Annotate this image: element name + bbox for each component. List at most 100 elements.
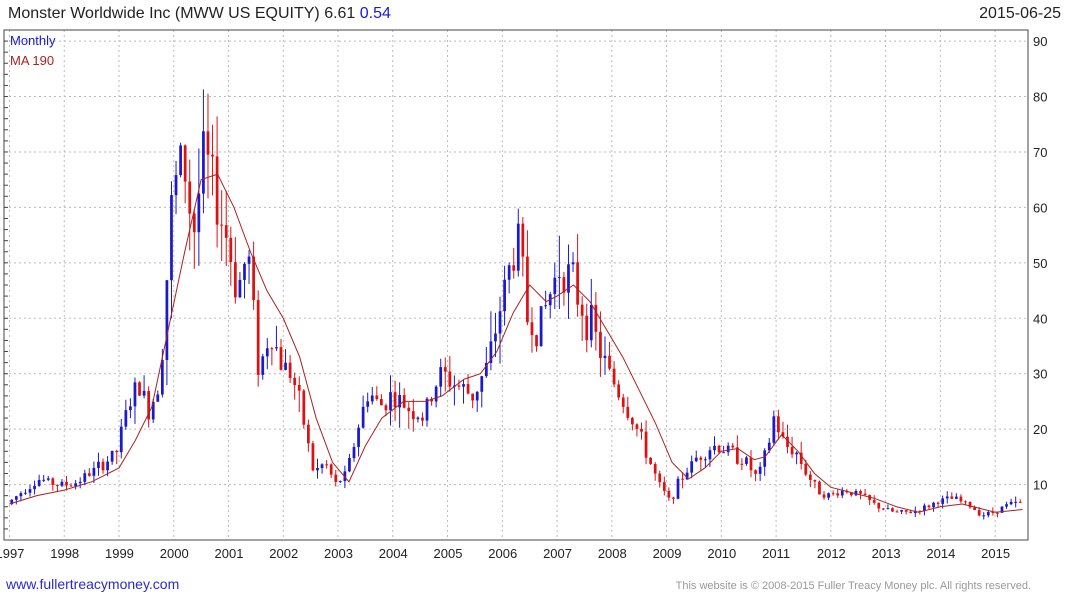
candle-body-179 [827,493,830,498]
candle-body-187 [863,493,867,495]
candle-body-46 [220,224,224,226]
site-link[interactable]: www.fullertreacymoney.com [6,576,180,592]
candle-body-197 [909,511,913,514]
candle-body-182 [840,490,844,496]
candle-body-186 [859,490,862,494]
candle-body-42 [202,131,205,194]
candle-body-160 [740,463,744,465]
candle-body-110 [512,265,516,271]
candle-body-100 [466,384,470,394]
candle-body-80 [375,395,379,400]
candle-body-213 [982,515,986,517]
candle-body-89 [416,417,420,420]
candle-body-217 [1000,506,1004,513]
x-tick-label-2005: 2005 [434,546,463,561]
y-tick-label-60: 60 [1033,200,1047,215]
candle-body-191 [881,508,885,510]
candle-body-195 [900,510,903,512]
y-tick-label-30: 30 [1033,367,1047,382]
candle-body-87 [407,407,411,412]
candle-body-171 [790,447,794,455]
candle-body-170 [786,436,789,448]
candle-body-69 [325,464,328,466]
candle-body-99 [462,384,465,387]
candle-body-57 [270,348,274,350]
candle-body-83 [389,392,392,411]
candle-body-35 [170,195,173,281]
candle-body-6 [37,480,41,486]
candle-body-203 [936,502,940,504]
candle-body-48 [229,237,233,263]
candle-body-17 [87,473,91,476]
candle-body-50 [238,279,242,298]
candle-body-11 [60,481,64,486]
candle-body-175 [808,474,812,480]
candle-body-58 [275,347,278,349]
candle-body-96 [448,371,452,387]
candle-body-78 [366,401,370,407]
candle-body-29 [142,390,146,396]
candle-body-0 [10,499,14,504]
candle-body-111 [516,223,520,271]
y-tick-label-50: 50 [1033,256,1047,271]
candle-body-81 [380,399,383,406]
candle-body-146 [676,478,680,499]
candle-body-93 [434,386,438,402]
candle-body-66 [311,443,315,471]
candle-body-153 [708,450,712,460]
candle-body-119 [553,277,557,295]
x-tick-label-2008: 2008 [598,546,627,561]
candle-body-141 [653,463,657,474]
chart-title: Monster Worldwide Inc (MWW US EQUITY) 6.… [8,5,391,23]
candle-body-129 [599,331,602,358]
candle-body-21 [106,461,109,471]
candle-body-5 [33,485,36,490]
x-tick-label-2012: 2012 [817,546,846,561]
x-tick-label-2015: 2015 [981,546,1010,561]
candle-body-152 [704,459,707,461]
candle-body-27 [133,382,137,407]
candle-body-85 [398,395,402,408]
title-text: Monster Worldwide Inc (MWW US EQUITY) 6.… [8,5,356,22]
candle-body-206 [950,496,954,499]
candle-body-90 [421,417,424,421]
candle-body-10 [56,484,59,486]
candle-body-31 [151,401,155,420]
candle-body-214 [986,511,990,516]
candle-body-61 [288,362,292,378]
candle-body-60 [284,362,287,370]
candle-body-38 [183,145,187,182]
x-tick-label-2009: 2009 [653,546,682,561]
candle-body-142 [658,473,662,483]
x-tick-label-2010: 2010 [707,546,736,561]
candle-body-103 [480,376,484,392]
x-tick-label-2011: 2011 [762,546,790,561]
candle-body-133 [617,384,621,398]
x-tick-label-2002: 2002 [269,546,298,561]
candle-body-166 [767,442,771,451]
candle-body-34 [165,280,169,361]
candle-body-47 [224,225,228,238]
candle-body-154 [713,445,716,451]
candle-body-117 [544,305,548,307]
candle-body-104 [484,362,488,377]
candle-body-114 [530,322,534,336]
candle-body-159 [735,447,739,464]
candle-body-181 [836,493,840,496]
candle-body-63 [297,385,301,391]
candle-body-19 [97,461,100,468]
candle-body-116 [539,306,543,347]
candle-body-128 [594,304,598,332]
candle-body-33 [160,360,164,395]
candle-body-148 [685,472,689,480]
candle-body-201 [927,505,931,508]
chart-date: 2015-06-25 [979,5,1061,22]
candle-body-49 [233,262,237,298]
candle-body-9 [51,478,55,485]
candle-body-23 [115,450,119,453]
candle-body-200 [923,505,926,512]
y-tick-label-80: 80 [1033,90,1047,105]
candle-body-91 [425,398,429,421]
candle-body-55 [261,356,265,375]
candle-body-130 [603,355,607,358]
